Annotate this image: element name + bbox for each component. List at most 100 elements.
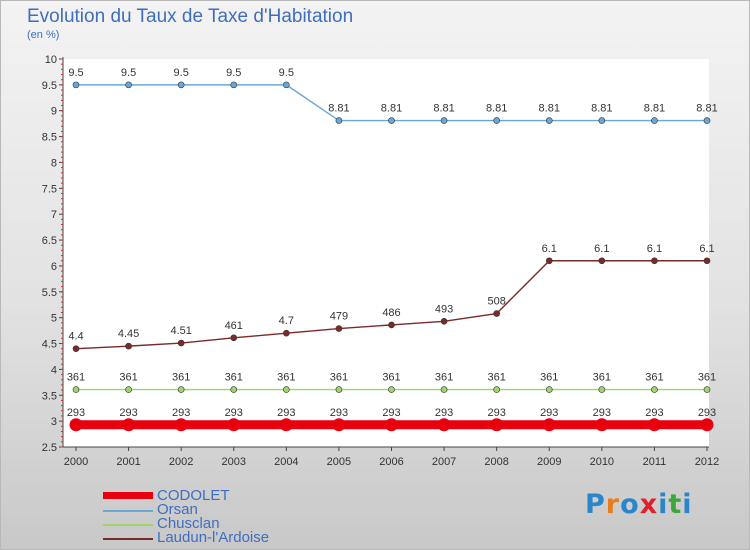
- data-point: [385, 418, 398, 432]
- data-point: [493, 117, 500, 124]
- logo-letter: o: [620, 489, 640, 520]
- data-point: [651, 117, 658, 124]
- data-label: 293: [225, 407, 243, 419]
- data-point: [595, 418, 609, 432]
- x-tick-label: 2003: [222, 456, 246, 468]
- data-label: 8.81: [486, 103, 507, 115]
- data-point: [490, 418, 504, 432]
- data-point: [174, 418, 188, 432]
- y-tick-label: 6: [51, 261, 57, 273]
- data-point: [125, 81, 132, 89]
- data-label: 4.45: [118, 328, 139, 340]
- x-tick-label: 2001: [116, 456, 140, 468]
- data-point: [122, 418, 136, 432]
- y-tick-label: 3.5: [42, 390, 57, 402]
- y-tick-label: 4: [51, 364, 57, 376]
- legend-swatch-chusclan: [103, 524, 153, 526]
- data-point: [598, 257, 606, 265]
- data-label: 293: [593, 407, 611, 419]
- data-point: [703, 117, 711, 124]
- data-point: [332, 418, 346, 432]
- y-tick-label: 9.5: [42, 80, 57, 92]
- data-point: [440, 117, 448, 124]
- data-label: 6.1: [647, 243, 662, 255]
- y-tick-label: 4.5: [42, 339, 57, 351]
- data-point: [125, 386, 132, 393]
- data-point: [651, 386, 658, 393]
- data-label: 4.51: [170, 325, 191, 337]
- data-label: 293: [67, 407, 85, 419]
- data-label: 479: [330, 311, 348, 323]
- data-label: 8.81: [696, 103, 717, 115]
- data-point: [335, 325, 343, 332]
- data-point: [125, 342, 132, 350]
- data-point: [545, 386, 553, 393]
- logo-letter: P: [585, 489, 606, 520]
- data-label: 361: [330, 372, 348, 384]
- logo-letter: r: [605, 489, 621, 520]
- data-label: 293: [645, 407, 663, 419]
- x-tick-label: 2008: [484, 456, 508, 468]
- x-tick-label: 2009: [537, 456, 561, 468]
- data-point: [72, 345, 80, 353]
- data-label: 9.5: [174, 67, 189, 79]
- logo-letter: i: [682, 489, 693, 520]
- data-point: [335, 386, 343, 393]
- data-label: 293: [487, 407, 505, 419]
- data-label: 8.81: [328, 103, 349, 115]
- data-label: 9.5: [226, 67, 241, 79]
- data-label: 361: [645, 372, 663, 384]
- chart-title: Evolution du Taux de Taxe d'Habitation: [27, 6, 354, 27]
- data-label: 361: [593, 372, 611, 384]
- y-tick-label: 7.5: [42, 183, 57, 195]
- x-tick-label: 2012: [695, 456, 719, 468]
- data-point: [72, 81, 80, 89]
- data-label: 508: [487, 296, 505, 308]
- data-label: 361: [540, 372, 558, 384]
- data-label: 361: [119, 372, 137, 384]
- data-point: [703, 257, 711, 265]
- data-point: [651, 257, 658, 265]
- data-label: 486: [382, 307, 400, 319]
- data-point: [230, 386, 238, 393]
- data-label: 6.1: [699, 243, 714, 255]
- x-tick-label: 2011: [643, 456, 667, 468]
- legend-label-laudun: Laudun-l'Ardoise: [157, 529, 270, 546]
- data-label: 9.5: [68, 67, 83, 79]
- y-tick-label: 8.5: [42, 132, 57, 144]
- data-point: [493, 386, 500, 393]
- data-label: 361: [435, 372, 453, 384]
- y-tick-label: 5.5: [42, 287, 57, 299]
- data-label: 493: [435, 303, 453, 315]
- y-tick-label: 6.5: [42, 235, 57, 247]
- data-label: 293: [540, 407, 558, 419]
- legend-label-orsan: Orsan: [157, 501, 198, 518]
- data-point: [545, 257, 553, 265]
- plot-area: [63, 59, 709, 447]
- data-point: [598, 386, 606, 393]
- data-point: [69, 418, 83, 432]
- data-label: 8.81: [644, 103, 665, 115]
- data-label: 293: [330, 407, 348, 419]
- data-point: [283, 329, 290, 337]
- data-label: 293: [172, 407, 190, 419]
- data-point: [335, 117, 343, 124]
- legend-swatch-codolet: [103, 492, 153, 499]
- data-label: 293: [382, 407, 400, 419]
- data-label: 8.81: [539, 103, 560, 115]
- x-tick-label: 2002: [169, 456, 193, 468]
- data-point: [283, 81, 290, 89]
- y-tick-label: 7: [51, 209, 57, 221]
- y-tick-label: 2.5: [42, 442, 57, 454]
- data-label: 293: [277, 407, 295, 419]
- data-label: 361: [225, 372, 243, 384]
- data-label: 6.1: [542, 243, 557, 255]
- data-point: [388, 117, 395, 124]
- logo-letter: t: [668, 489, 683, 520]
- data-label: 361: [698, 372, 716, 384]
- x-tick-label: 2000: [64, 456, 88, 468]
- y-tick-label: 8: [51, 157, 57, 169]
- y-tick-label: 5: [51, 313, 57, 325]
- data-label: 4.7: [279, 315, 294, 327]
